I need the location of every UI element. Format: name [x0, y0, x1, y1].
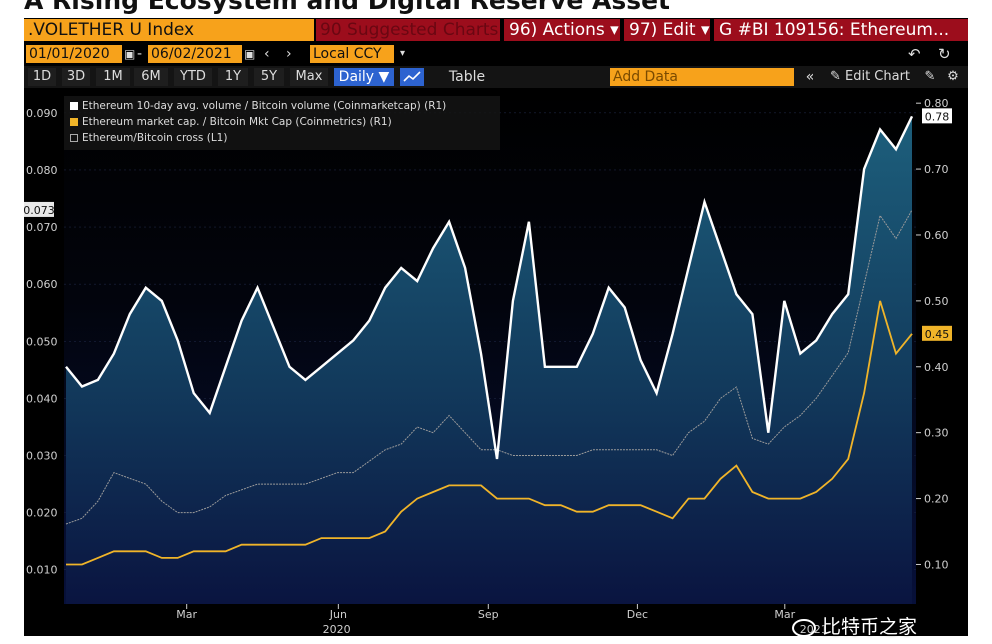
x-tick-label: Mar [176, 608, 197, 621]
start-date-field[interactable]: 01/01/2020 [26, 45, 122, 63]
left-tick-label: 0.060 [26, 278, 58, 291]
add-data-field[interactable]: Add Data [610, 68, 794, 86]
range-ytd-button[interactable]: YTD [174, 68, 212, 86]
range-3d-button[interactable]: 3D [62, 68, 90, 86]
right-tick-label: 0.70 [924, 163, 949, 176]
legend-label: Ethereum/Bitcoin cross (L1) [82, 132, 228, 144]
right-last-value-volume-bg [922, 108, 952, 124]
table-view-button[interactable]: Table [448, 69, 486, 85]
edit-menu-button[interactable]: 97) Edit ▾ [624, 19, 710, 41]
mktcap-series-line [66, 300, 913, 566]
edit-chart-button[interactable]: ✎ Edit Chart [829, 69, 911, 84]
right-tick-label: 0.50 [924, 295, 949, 308]
right-tick-label: 0.10 [924, 558, 949, 571]
legend-label: Ethereum market cap. / Bitcoin Mkt Cap (… [82, 116, 392, 128]
suggested-charts-button[interactable]: 90 Suggested Charts [316, 19, 500, 41]
right-last-value-mktcap-bg [922, 325, 952, 341]
legend-swatch [70, 118, 78, 126]
ticker-field[interactable]: .VOLETHER U Index [24, 19, 314, 41]
range-1d-button[interactable]: 1D [28, 68, 56, 86]
currency-dropdown[interactable]: Local CCY [310, 45, 394, 63]
right-last-value-volume: 0.78 [925, 110, 950, 123]
x-tick-label: Sep [478, 608, 499, 621]
watermark: 比特币之家 [792, 614, 964, 640]
legend-swatch [70, 102, 78, 110]
left-tick-label: 0.050 [26, 335, 58, 348]
x-tick-label: Mar [774, 608, 795, 621]
left-last-value: 0.073 [24, 204, 55, 217]
frequency-dropdown[interactable]: Daily ▼ [334, 68, 394, 86]
watermark-text: 比特币之家 [822, 616, 918, 638]
right-last-value-mktcap: 0.45 [925, 328, 950, 341]
right-tick-label: 0.60 [924, 229, 949, 242]
calendar-icon[interactable]: ▣ [244, 47, 256, 61]
actions-menu-button[interactable]: 96) Actions ▾ [504, 19, 620, 41]
cross-series-line [65, 209, 913, 525]
legend-entry-cross[interactable]: Ethereum/Bitcoin cross (L1) [70, 130, 227, 146]
range-6m-button[interactable]: 6M [134, 68, 168, 86]
date-toolbar: 01/01/2020 ▣ - 06/02/2021 ▣ ‹ › Local CC… [24, 43, 968, 65]
right-tick-label: 0.20 [924, 493, 949, 506]
left-tick-label: 0.040 [26, 392, 58, 405]
chevron-down-icon[interactable]: ▾ [400, 48, 406, 59]
range-toolbar: 1D 3D 1M 6M YTD 1Y 5Y Max Daily ▼ Table … [24, 66, 968, 88]
end-date-field[interactable]: 06/02/2021 [148, 45, 242, 63]
range-5y-button[interactable]: 5Y [254, 68, 284, 86]
chevron-left-icon[interactable]: ‹ [264, 46, 270, 62]
x-year-label: 2020 [323, 623, 351, 636]
top-toolbar: .VOLETHER U Index 90 Suggested Charts 96… [24, 18, 968, 42]
left-tick-label: 0.080 [26, 164, 58, 177]
refresh-icon[interactable]: ↻ [938, 45, 951, 63]
pencil-icon[interactable]: ✎ [924, 69, 936, 84]
range-1y-button[interactable]: 1Y [218, 68, 248, 86]
left-tick-label: 0.020 [26, 507, 58, 520]
chevron-right-icon[interactable]: › [286, 46, 292, 62]
volume-series-line [65, 115, 914, 460]
left-tick-label: 0.070 [26, 221, 58, 234]
collapse-icon[interactable]: « [805, 69, 815, 85]
left-tick-label: 0.030 [26, 450, 58, 463]
bloomberg-terminal: .VOLETHER U Index 90 Suggested Charts 96… [24, 18, 968, 636]
security-title-button[interactable]: G #BI 109156: Ethereum... [714, 19, 968, 41]
range-1m-button[interactable]: 1M [96, 68, 130, 86]
undo-icon[interactable]: ↶ [908, 45, 921, 63]
legend-entry-volume[interactable]: Ethereum 10-day avg. volume / Bitcoin vo… [70, 98, 446, 114]
line-chart-icon[interactable] [400, 68, 424, 86]
x-tick-label: Dec [627, 608, 648, 621]
legend-entry-mktcap[interactable]: Ethereum market cap. / Bitcoin Mkt Cap (… [70, 114, 392, 130]
page-headline: A Rising Ecosystem and Digital Reserve A… [24, 0, 670, 15]
legend-swatch [70, 134, 78, 142]
chart-canvas: 0.090 0.080 0.070 0.060 0.050 0.040 0.030 0.020… [24, 90, 952, 636]
volume-area [66, 116, 912, 605]
wechat-icon [792, 618, 816, 637]
range-max-button[interactable]: Max [290, 68, 328, 86]
date-separator: - [137, 46, 143, 62]
right-tick-label: 0.80 [924, 97, 949, 110]
calendar-icon[interactable]: ▣ [124, 47, 136, 61]
right-tick-label: 0.40 [924, 361, 949, 374]
left-tick-label: 0.010 [26, 564, 58, 577]
gear-icon[interactable]: ⚙ [947, 69, 959, 84]
chart-legend: Ethereum 10-day avg. volume / Bitcoin vo… [64, 96, 500, 150]
right-tick-label: 0.30 [924, 427, 949, 440]
legend-label: Ethereum 10-day avg. volume / Bitcoin vo… [82, 100, 447, 112]
left-last-value-bg [24, 201, 54, 217]
left-tick-label: 0.090 [26, 107, 58, 120]
x-tick-label: Jun [329, 608, 347, 621]
